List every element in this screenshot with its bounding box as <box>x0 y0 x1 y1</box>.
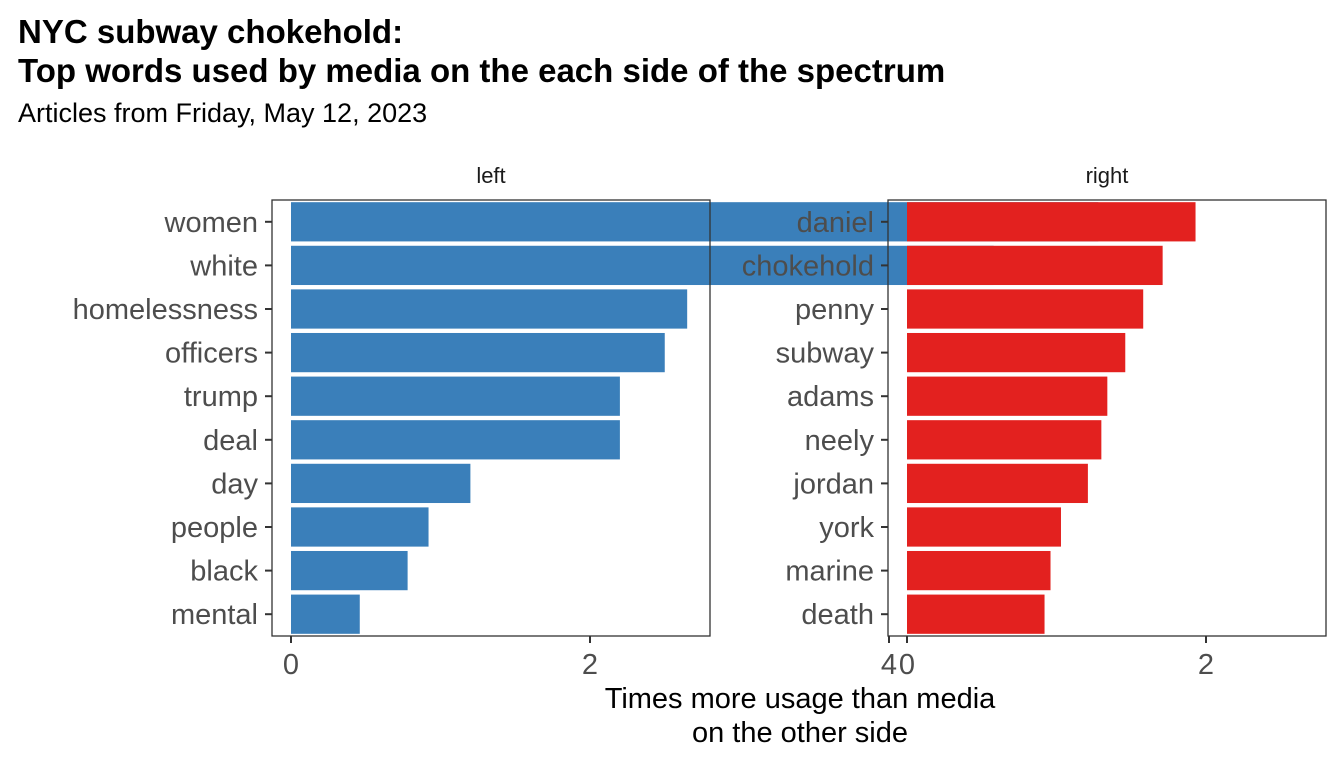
y-tick-label-white: white <box>189 250 258 282</box>
bar-subway <box>907 332 1126 373</box>
bar-marine <box>907 550 1051 591</box>
bar-york <box>907 507 1061 547</box>
panel-border-right <box>887 199 1327 637</box>
bar-day <box>291 463 471 504</box>
x-tick-label-left-0: 0 <box>283 649 299 681</box>
facet-label-right: right <box>1086 163 1129 188</box>
chart-title: NYC subway chokehold: Top words used by … <box>18 12 945 90</box>
bar-white <box>291 245 994 286</box>
chart-title-line2: Top words used by media on the each side… <box>18 52 946 89</box>
y-tick-label-women: women <box>164 207 259 239</box>
bar-deal <box>291 420 620 460</box>
bar-officers <box>291 332 665 373</box>
y-tick-label-daniel: daniel <box>797 207 874 239</box>
y-tick-label-marine: marine <box>785 556 874 588</box>
y-tick-label-jordan: jordan <box>792 468 874 500</box>
y-tick-label-black: black <box>190 556 258 588</box>
y-tick-label-york: york <box>819 512 874 544</box>
bar-daniel <box>907 202 1196 242</box>
x-tick-label-right-0: 0 <box>899 649 915 681</box>
bar-adams <box>907 376 1108 416</box>
bar-trump <box>291 376 620 416</box>
y-tick-label-subway: subway <box>776 338 875 370</box>
x-axis-title: Times more usage than media on the other… <box>500 682 1100 750</box>
y-tick-label-death: death <box>801 599 874 631</box>
y-tick-label-mental: mental <box>171 599 258 631</box>
panel-border-left <box>271 199 711 637</box>
y-tick-label-chokehold: chokehold <box>742 250 874 282</box>
chart-title-line1: NYC subway chokehold: <box>18 13 404 50</box>
bar-neely <box>907 420 1102 460</box>
y-tick-label-penny: penny <box>795 294 875 326</box>
bar-people <box>291 507 429 547</box>
y-tick-label-day: day <box>211 468 258 500</box>
y-tick-label-adams: adams <box>787 381 874 413</box>
panel-right: right daniel chokehold penny subway adams neel… <box>742 163 1327 681</box>
x-tick-label-right-2: 2 <box>1198 649 1214 681</box>
x-axis-title-line2: on the other side <box>691 717 909 749</box>
y-tick-label-deal: deal <box>203 425 258 457</box>
facet-label-left: left <box>476 163 505 188</box>
bar-homelessness <box>291 289 688 329</box>
bar-chokehold <box>907 245 1163 286</box>
x-tick-label-left-4: 4 <box>881 649 897 681</box>
y-tick-label-trump: trump <box>184 381 258 413</box>
bar-black <box>291 550 408 591</box>
y-tick-label-people: people <box>171 512 258 544</box>
chart-subtitle: Articles from Friday, May 12, 2023 <box>18 98 428 128</box>
bar-jordan <box>907 463 1088 504</box>
bar-death <box>907 594 1045 634</box>
bar-penny <box>907 289 1144 329</box>
y-tick-label-homelessness: homelessness <box>73 294 258 326</box>
x-axis-title-line1: Times more usage than media <box>604 683 996 715</box>
x-tick-label-left-2: 2 <box>582 649 598 681</box>
y-tick-label-officers: officers <box>165 338 258 370</box>
bar-mental <box>291 594 360 634</box>
panel-left: left women white homelessness officers trump d… <box>73 163 1099 681</box>
y-tick-label-neely: neely <box>805 425 875 457</box>
